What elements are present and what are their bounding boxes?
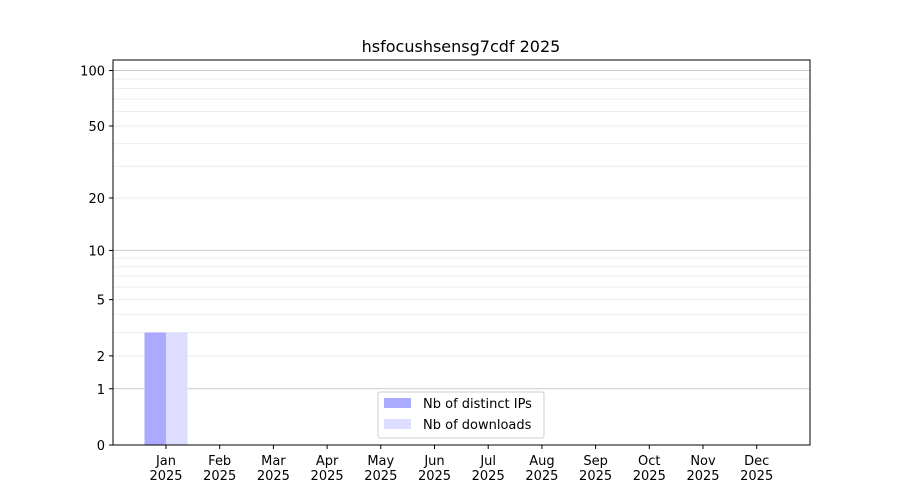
y-tick-label: 100 [80,65,105,80]
x-tick-label: Dec 2025 [740,454,773,484]
legend-swatch [384,419,411,429]
legend-swatch [384,398,411,408]
chart-title: hsfocushsensg7cdf 2025 [362,37,561,56]
x-tick-label: Mar 2025 [257,454,290,484]
x-tick-label: Sep 2025 [579,454,612,484]
x-tick-label: Nov 2025 [686,454,719,484]
y-tick-label: 10 [88,244,105,259]
legend-label: Nb of downloads [423,418,532,433]
legend-box [377,391,545,439]
x-tick-label: Aug 2025 [525,454,558,484]
x-tick-label: May 2025 [364,454,397,484]
bar-distinct-ips [144,332,166,445]
legend: Nb of distinct IPs Nb of downloads [377,391,545,439]
y-tick-label: 2 [97,350,105,365]
y-tick-label: 1 [97,383,105,398]
x-tick-label: Jan 2025 [149,454,182,484]
y-tick-label: 0 [97,439,105,454]
bar-downloads [166,332,188,445]
y-tick-label: 50 [88,120,105,135]
x-tick-label: Oct 2025 [633,454,666,484]
plot-frame [112,59,811,446]
legend-label: Nb of distinct IPs [423,397,532,412]
y-tick-label: 5 [97,294,105,309]
x-tick-label: Feb 2025 [203,454,236,484]
x-tick-label: Jun 2025 [418,454,451,484]
x-tick-label: Apr 2025 [311,454,344,484]
x-tick-label: Jul 2025 [472,454,505,484]
y-tick-label: 20 [88,192,105,207]
